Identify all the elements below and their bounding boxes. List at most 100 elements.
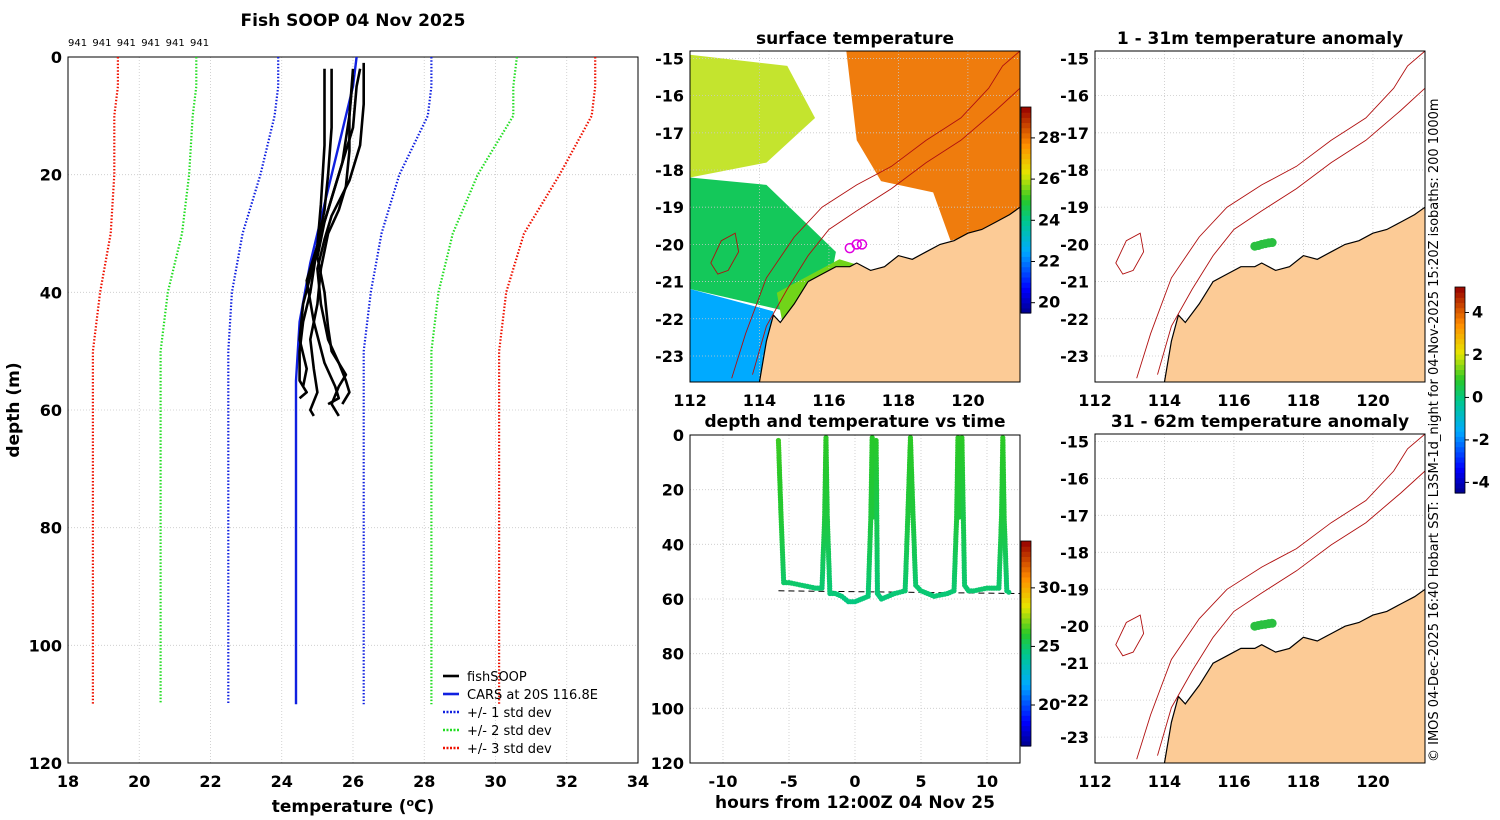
sst-colorbar-segment — [1021, 307, 1031, 314]
profile-legend-label: +/- 2 std dev — [467, 724, 552, 739]
sst-colorbar-segment — [1021, 251, 1031, 257]
map-xtick-label: 114 — [743, 391, 776, 410]
anomaly-colorbar-segment — [1455, 364, 1465, 370]
anomaly-colorbar-frame — [1454, 286, 1466, 494]
sst-colorbar-label: 26 — [1038, 169, 1060, 188]
sst-colorbar-segment — [1021, 194, 1031, 201]
map-ytick-label: -21 — [655, 273, 684, 292]
anomaly-colorbar-segment — [1455, 451, 1465, 458]
ts-colorbar-label: 20 — [1038, 695, 1060, 714]
sst-colorbar-frame — [1020, 106, 1032, 314]
ts-colorbar-segment — [1021, 664, 1031, 670]
map-isobath-line — [752, 87, 1020, 375]
profile-xtick-label: 30 — [484, 772, 506, 791]
anomaly-colorbar-segment — [1455, 297, 1465, 304]
anomaly-colorbar-label: -2 — [1472, 430, 1490, 449]
map-xtick-label: 118 — [1287, 391, 1320, 410]
profile-cast-id-label: 941 — [92, 38, 111, 49]
ts-colorbar-segment — [1021, 556, 1031, 563]
anomaly-colorbar-segment — [1455, 317, 1465, 324]
credit-text: © IMOS 04-Dec-2025 16:40 Hobart SST: L3S… — [1427, 98, 1442, 762]
profile-ylabel: depth (m) — [4, 362, 24, 457]
map-ytick-label: -21 — [1060, 273, 1089, 292]
sst-region-far-south-west — [690, 289, 774, 382]
sst-colorbar-segment — [1021, 225, 1031, 232]
sst-colorbar-label: 20 — [1038, 293, 1060, 312]
sst-colorbar-segment — [1021, 235, 1031, 242]
ts-colorbar-segment — [1021, 628, 1031, 634]
map-ytick-label: -23 — [1060, 347, 1089, 366]
anomaly-colorbar-label: 0 — [1472, 387, 1483, 406]
ts-frame — [689, 434, 1021, 764]
ts-xtick-label: 0 — [849, 772, 860, 791]
sst-colorbar-segment — [1021, 302, 1031, 309]
sst-colorbar-label: 24 — [1038, 210, 1060, 229]
profile-std-line — [430, 56, 518, 705]
anomaly-colorbar-segment — [1455, 379, 1465, 386]
ts-colorbar-segment — [1021, 633, 1031, 639]
anomaly-colorbar-segment — [1455, 446, 1465, 453]
sst-colorbar-segment — [1021, 112, 1031, 118]
sst-colorbar-segment — [1021, 199, 1031, 206]
map-ytick-label: -20 — [655, 235, 684, 254]
ts-colorbar-segment — [1021, 674, 1031, 680]
anomaly-colorbar-segment — [1455, 302, 1465, 309]
ts-ytick-label: 80 — [662, 645, 684, 664]
sst-colorbar-segment — [1021, 220, 1031, 227]
profile-legend-label: CARS at 20S 116.8E — [467, 688, 598, 703]
map-ytick-label: -20 — [1060, 235, 1089, 254]
anomaly-colorbar-segment — [1455, 487, 1465, 494]
sst-colorbar-segment — [1021, 158, 1031, 165]
sst-colorbar-segment — [1021, 163, 1031, 170]
anomaly-colorbar-segment — [1455, 395, 1465, 401]
ts-colorbar-segment — [1021, 689, 1031, 696]
map-ytick-label: -22 — [1060, 691, 1089, 710]
sst-colorbar-segment — [1021, 107, 1031, 113]
ts-colorbar-segment — [1021, 541, 1031, 547]
anomaly-colorbar-label: -4 — [1472, 472, 1490, 491]
anomaly-colorbar-segment — [1455, 353, 1465, 360]
ts-colorbar-segment — [1021, 612, 1031, 619]
anomaly-colorbar-segment — [1455, 292, 1465, 298]
map-ytick-label: -18 — [1060, 161, 1089, 180]
profile-xtick-label: 22 — [199, 772, 221, 791]
map-xtick-label: 114 — [1148, 391, 1181, 410]
anomaly-colorbar-segment — [1455, 405, 1465, 412]
profile-cast-id-label: 941 — [190, 38, 209, 49]
map-ytick-label: -19 — [1060, 198, 1089, 217]
ts-xtick-label: 10 — [976, 772, 998, 791]
ts-colorbar-segment — [1021, 607, 1031, 614]
map-isobath-line — [1157, 470, 1425, 756]
map-isobath-line — [731, 51, 1020, 379]
ts-colorbar-segment — [1021, 735, 1031, 742]
sst-colorbar-segment — [1021, 276, 1031, 283]
sst-colorbar-segment — [1021, 292, 1031, 299]
profile-ytick-label: 0 — [51, 48, 62, 67]
anomaly-colorbar-segment — [1455, 410, 1465, 417]
ts-colorbar-segment — [1021, 715, 1031, 721]
anomaly-shallow-panel: 112 114 116 118 120 -15 -16 -17 -18 -19 -20 -21 -22 -… — [1060, 49, 1426, 410]
anomaly-colorbar-segment — [1455, 426, 1465, 432]
profile-xtick-label: 26 — [342, 772, 364, 791]
map-content — [1095, 51, 1425, 382]
anomaly-colorbar-segment — [1455, 323, 1465, 329]
profile-xtick-label: 32 — [556, 772, 578, 791]
profile-xtick-label: 28 — [413, 772, 435, 791]
map-land — [1163, 588, 1425, 763]
ts-ytick-label: 40 — [662, 535, 684, 554]
map-ytick-label: -21 — [1060, 654, 1089, 673]
sst-cast-marker — [856, 239, 868, 250]
map-xtick-label: 118 — [882, 391, 915, 410]
ts-colorbar-frame — [1020, 540, 1032, 747]
sst-colorbar-segment — [1021, 143, 1031, 149]
ts-colorbar-segment — [1021, 561, 1031, 568]
ts-colorbar-segment — [1021, 658, 1031, 665]
anomaly-colorbar-segment — [1455, 436, 1465, 443]
map-ytick-label: -19 — [655, 198, 684, 217]
profile-cast-id-label: 941 — [68, 38, 87, 49]
sst-colorbar-segment — [1021, 122, 1031, 129]
anomaly-colorbar-segment — [1455, 441, 1465, 448]
sst-colorbar-segment — [1021, 204, 1031, 211]
ts-colorbar-segment — [1021, 694, 1031, 701]
ts-colorbar-segment — [1021, 576, 1031, 583]
